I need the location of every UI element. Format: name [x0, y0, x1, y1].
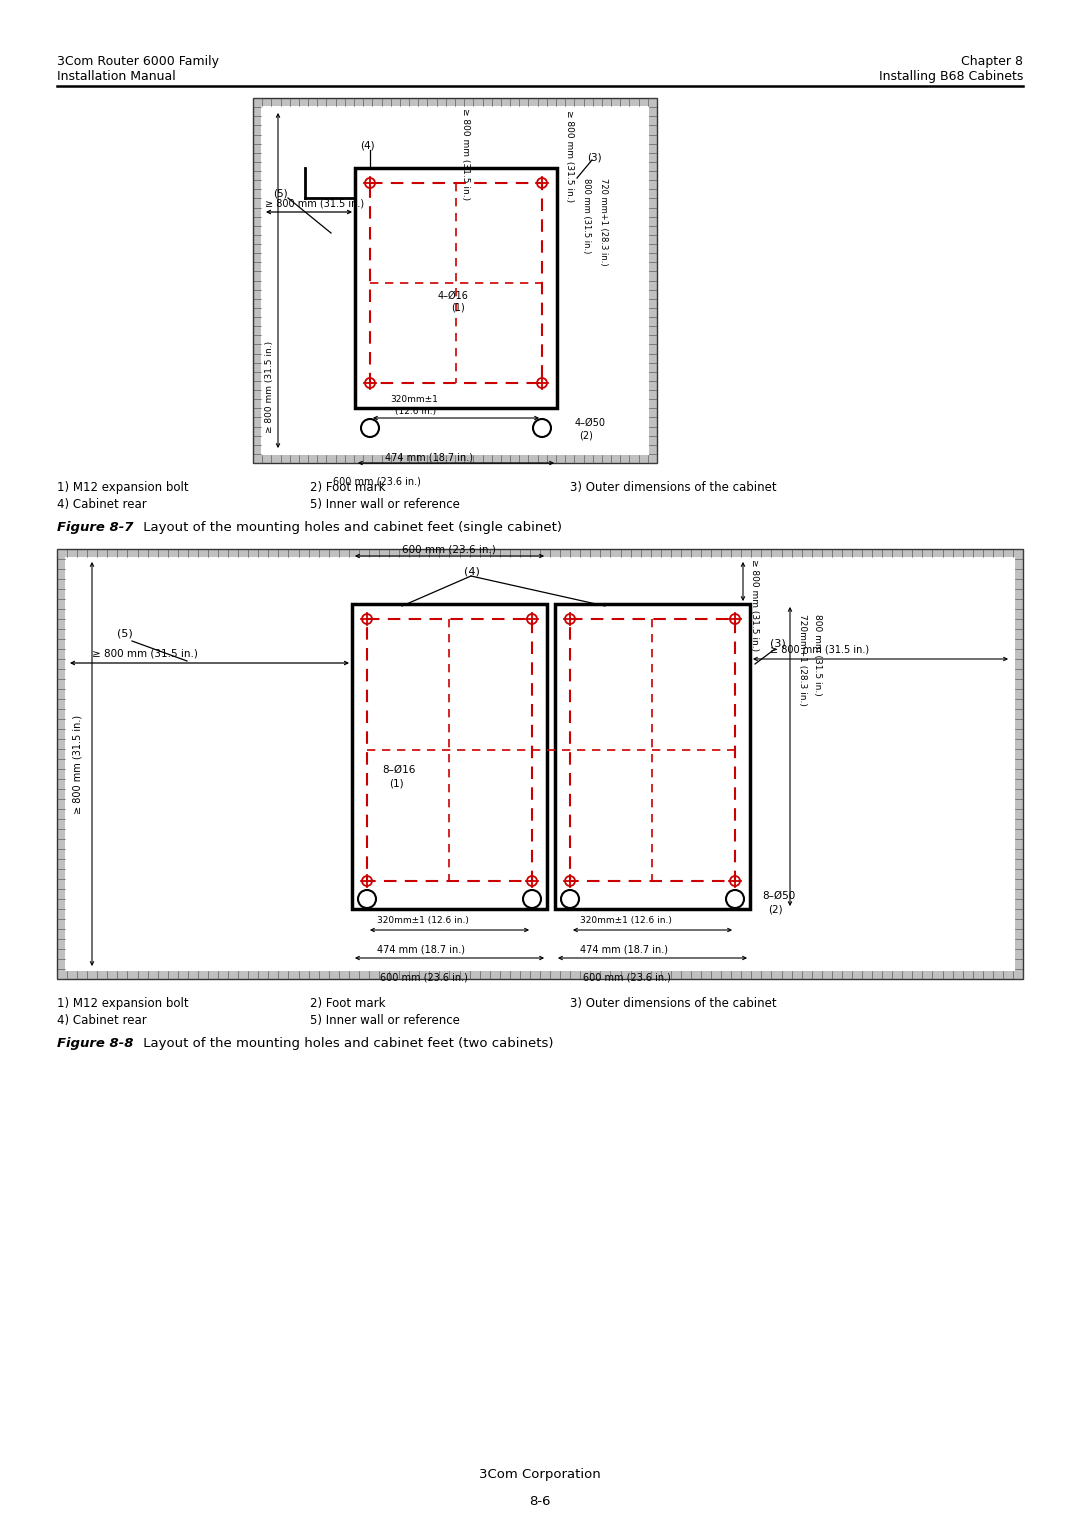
Text: ≥ 800 mm (31.5 in.): ≥ 800 mm (31.5 in.) — [461, 108, 470, 200]
Text: (3): (3) — [770, 638, 786, 649]
Bar — [253, 98, 657, 463]
Text: (5): (5) — [117, 629, 133, 638]
Text: (1): (1) — [389, 777, 404, 788]
Text: 3Com Router 6000 Family: 3Com Router 6000 Family — [57, 55, 219, 69]
Bar — [367, 618, 532, 881]
Text: 720 mm+1 (28.3 in.): 720 mm+1 (28.3 in.) — [599, 179, 608, 266]
Text: ≥ 800 mm (31.5 in.): ≥ 800 mm (31.5 in.) — [770, 644, 869, 654]
Text: ≥ 800 mm (31.5 in.): ≥ 800 mm (31.5 in.) — [565, 110, 573, 202]
Bar — [352, 605, 546, 909]
Text: Installation Manual: Installation Manual — [57, 70, 176, 82]
Text: (3): (3) — [588, 153, 602, 163]
Bar — [57, 550, 1023, 979]
Text: (4): (4) — [360, 140, 375, 150]
Text: 5) Inner wall or reference: 5) Inner wall or reference — [310, 498, 460, 512]
Bar — [355, 168, 557, 408]
Text: (5): (5) — [273, 188, 287, 199]
Text: 474 mm (18.7 in.): 474 mm (18.7 in.) — [377, 944, 465, 954]
Text: ≥ 800 mm (31.5 in.): ≥ 800 mm (31.5 in.) — [265, 341, 274, 434]
Text: 800 mm (31.5 in.): 800 mm (31.5 in.) — [582, 179, 591, 253]
Text: 2) Foot mark: 2) Foot mark — [310, 997, 386, 1009]
Bar — [65, 557, 1015, 971]
Text: 8–Ø16: 8–Ø16 — [382, 765, 416, 776]
Text: 4) Cabinet rear: 4) Cabinet rear — [57, 498, 147, 512]
Text: ≥ 800 mm (31.5 in.): ≥ 800 mm (31.5 in.) — [72, 715, 82, 814]
Text: 3Com Corporation: 3Com Corporation — [480, 1467, 600, 1481]
Text: 474 mm (18.7 in.): 474 mm (18.7 in.) — [384, 454, 473, 463]
Text: 320mm±1: 320mm±1 — [390, 395, 437, 405]
Text: 4) Cabinet rear: 4) Cabinet rear — [57, 1014, 147, 1028]
Text: ≥ 800 mm (31.5 in.): ≥ 800 mm (31.5 in.) — [92, 649, 198, 660]
Text: Installing B68 Cabinets: Installing B68 Cabinets — [879, 70, 1023, 82]
Bar — [570, 618, 735, 881]
Text: 1) M12 expansion bolt: 1) M12 expansion bolt — [57, 481, 189, 495]
Text: 800 mm (31.5 in.): 800 mm (31.5 in.) — [813, 614, 822, 696]
Text: Layout of the mounting holes and cabinet feet (single cabinet): Layout of the mounting holes and cabinet… — [139, 521, 562, 534]
Text: 3) Outer dimensions of the cabinet: 3) Outer dimensions of the cabinet — [570, 481, 777, 495]
Text: 600 mm (23.6 in.): 600 mm (23.6 in.) — [333, 476, 421, 486]
Text: 2) Foot mark: 2) Foot mark — [310, 481, 386, 495]
Text: 8-6: 8-6 — [529, 1495, 551, 1509]
Text: (4): (4) — [464, 567, 480, 576]
Text: Figure 8-8: Figure 8-8 — [57, 1037, 134, 1051]
Text: (12.6 in.): (12.6 in.) — [395, 408, 436, 415]
Text: 3) Outer dimensions of the cabinet: 3) Outer dimensions of the cabinet — [570, 997, 777, 1009]
Text: (2): (2) — [768, 906, 783, 915]
Text: (2): (2) — [579, 431, 593, 440]
Text: 4–Ø16: 4–Ø16 — [438, 292, 469, 301]
Text: 5) Inner wall or reference: 5) Inner wall or reference — [310, 1014, 460, 1028]
Text: 720mm+1 (28.3 in.): 720mm+1 (28.3 in.) — [798, 614, 807, 705]
Bar — [555, 605, 750, 909]
Bar — [261, 105, 649, 455]
Text: Figure 8-7: Figure 8-7 — [57, 521, 134, 534]
Text: (1): (1) — [451, 302, 464, 313]
Text: 474 mm (18.7 in.): 474 mm (18.7 in.) — [580, 944, 669, 954]
Text: 320mm±1 (12.6 in.): 320mm±1 (12.6 in.) — [377, 916, 469, 925]
Text: 4–Ø50: 4–Ø50 — [575, 418, 606, 428]
Text: ≥ 800 mm (31.5 in.): ≥ 800 mm (31.5 in.) — [265, 199, 364, 208]
Text: 320mm±1 (12.6 in.): 320mm±1 (12.6 in.) — [580, 916, 672, 925]
Bar — [370, 183, 542, 383]
Text: ≥ 800 mm (31.5 in.): ≥ 800 mm (31.5 in.) — [750, 559, 759, 651]
Text: Layout of the mounting holes and cabinet feet (two cabinets): Layout of the mounting holes and cabinet… — [139, 1037, 554, 1051]
Text: 8–Ø50: 8–Ø50 — [762, 890, 795, 901]
Text: 1) M12 expansion bolt: 1) M12 expansion bolt — [57, 997, 189, 1009]
Text: Chapter 8: Chapter 8 — [961, 55, 1023, 69]
Text: 600 mm (23.6 in.): 600 mm (23.6 in.) — [402, 544, 496, 554]
Text: 600 mm (23.6 in.): 600 mm (23.6 in.) — [583, 973, 671, 982]
Text: 600 mm (23.6 in.): 600 mm (23.6 in.) — [380, 973, 468, 982]
